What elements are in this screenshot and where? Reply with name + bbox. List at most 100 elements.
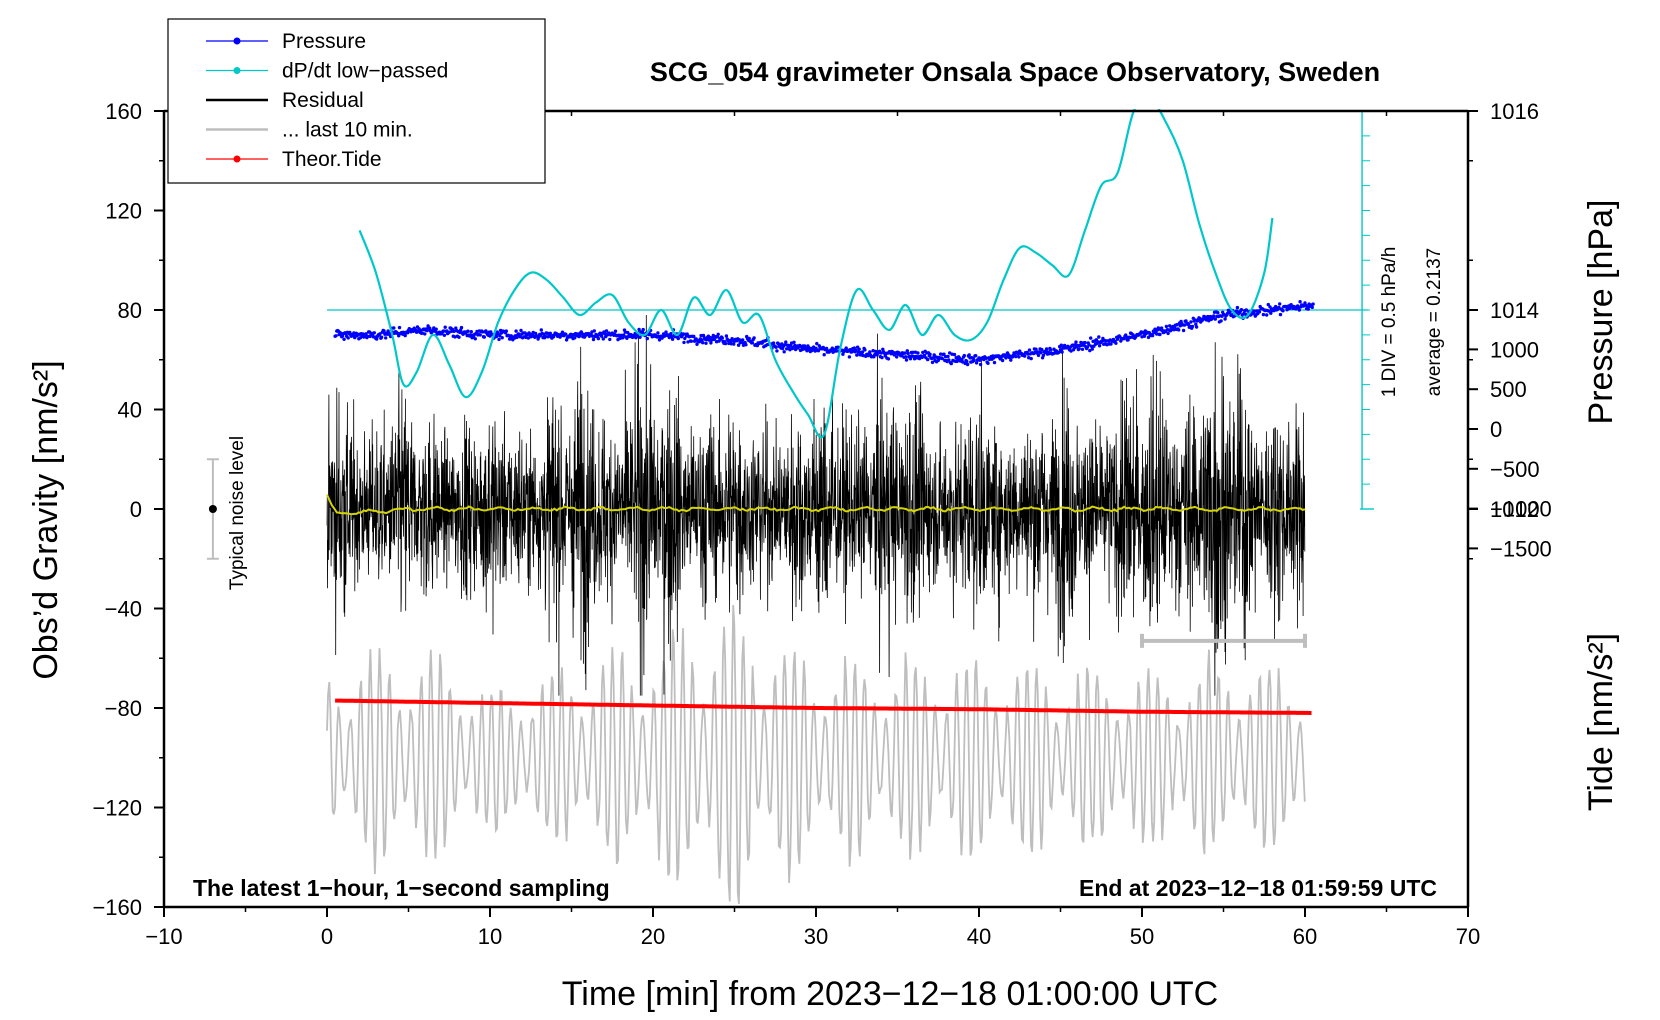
pressure-point: [664, 330, 668, 334]
pressure-point: [1219, 319, 1223, 323]
pressure-point: [546, 335, 550, 339]
pressure-point: [469, 330, 473, 334]
y-tick-label: −80: [105, 696, 142, 721]
pressure-point: [815, 341, 819, 346]
pressure-point: [904, 355, 908, 359]
pressure-point: [716, 332, 720, 336]
pressure-point: [847, 355, 852, 359]
pressure-point: [519, 328, 523, 333]
pressure-point: [868, 350, 872, 354]
pressure-point: [468, 333, 473, 337]
pressure-point: [1126, 338, 1130, 342]
smoothed-residual-line: [326, 494, 1306, 516]
pressure-point: [1277, 305, 1281, 310]
axes-layer: −10 0 10 20 30 40 50 60 70 160 120 80 40 0 −40 −80 −120 −…: [92, 99, 1551, 949]
x-tick-label: 0: [321, 924, 333, 949]
pressure-point: [596, 336, 601, 341]
pressure-point: [880, 355, 884, 360]
pressure-point: [1216, 311, 1220, 315]
pressure-point: [1075, 343, 1080, 348]
pressure-point: [747, 336, 751, 341]
y-tick-label: 120: [105, 199, 142, 224]
pressure-point: [729, 342, 733, 346]
pressure-point: [908, 357, 913, 361]
y-tick-label: 80: [118, 298, 142, 323]
dpdt-line: [358, 109, 1274, 439]
pressure-point: [774, 345, 778, 349]
pressure-point: [986, 361, 990, 365]
pressure-point: [682, 340, 686, 345]
pressure-point: [592, 329, 596, 333]
pressure-point: [736, 343, 741, 347]
average-label: average = 0.2137: [1424, 248, 1445, 396]
pressure-point: [1181, 328, 1186, 333]
pressure-point: [601, 337, 605, 341]
pressure-point: [1213, 317, 1218, 321]
pressure-point: [1150, 333, 1155, 338]
pressure-point: [854, 348, 858, 352]
pressure-point: [498, 334, 502, 338]
pressure-point: [824, 346, 829, 351]
pressure-point: [564, 332, 568, 336]
pressure-tick-label: 1016: [1490, 99, 1539, 124]
pressure-point: [701, 341, 705, 345]
pressure-point: [548, 331, 552, 335]
pressure-point: [676, 336, 680, 341]
pressure-point: [1298, 300, 1302, 304]
pressure-point: [978, 362, 983, 367]
pressure-point: [364, 332, 368, 336]
pressure-point: [1239, 308, 1244, 312]
pressure-point: [1049, 348, 1053, 352]
pressure-point: [1040, 347, 1044, 352]
y-axis-label-pressure: Pressure [hPa]: [1582, 200, 1620, 425]
pressure-point: [1034, 347, 1038, 351]
pressure-point: [916, 351, 920, 355]
pressure-point: [741, 338, 745, 342]
pressure-point: [560, 330, 565, 334]
y-tick-label: 40: [118, 398, 142, 423]
pressure-point: [641, 327, 645, 332]
pressure-point: [425, 328, 429, 333]
pressure-point: [947, 358, 951, 362]
pressure-point: [494, 334, 499, 339]
pressure-point: [441, 329, 446, 333]
pressure-point: [720, 336, 724, 340]
pressure-point: [695, 342, 699, 346]
pressure-point: [1022, 354, 1027, 358]
pressure-point: [1175, 323, 1179, 327]
pressure-point: [1071, 343, 1075, 347]
legend-item: Theor.Tide: [206, 148, 382, 171]
pressure-point: [974, 361, 979, 365]
pressure-point: [1027, 348, 1032, 352]
pressure-point: [855, 353, 859, 357]
pressure-point: [860, 350, 865, 354]
pressure-point: [621, 336, 625, 340]
chart-title: SCG_054 gravimeter Onsala Space Observat…: [650, 57, 1380, 87]
pressure-point: [481, 330, 485, 334]
pressure-point: [1265, 313, 1269, 317]
legend-label: Theor.Tide: [282, 148, 382, 171]
pressure-point: [1017, 355, 1021, 359]
pressure-point: [442, 333, 447, 337]
y-tick-label: −160: [92, 895, 142, 920]
y-tick-label: 160: [105, 99, 142, 124]
pressure-point: [1080, 347, 1085, 351]
pressure-point: [504, 329, 508, 333]
pressure-point: [423, 332, 427, 336]
legend-label: ... last 10 min.: [282, 119, 413, 142]
x-tick-label: −10: [145, 924, 182, 949]
pressure-point: [1041, 353, 1046, 358]
x-tick-label: 50: [1130, 924, 1154, 949]
pressure-point: [604, 329, 609, 333]
pressure-point: [473, 337, 477, 341]
pressure-point: [1142, 334, 1147, 338]
pressure-point: [822, 353, 826, 357]
legend-label: dP/dt low−passed: [282, 60, 448, 83]
pressure-point: [1244, 308, 1249, 312]
pressure-point: [752, 336, 756, 340]
pressure-point: [434, 327, 438, 331]
end-time-note: End at 2023−12−18 01:59:59 UTC: [1079, 875, 1437, 901]
pressure-point: [1261, 312, 1266, 317]
pressure-point: [1306, 307, 1311, 311]
legend-label: Pressure: [282, 30, 366, 53]
